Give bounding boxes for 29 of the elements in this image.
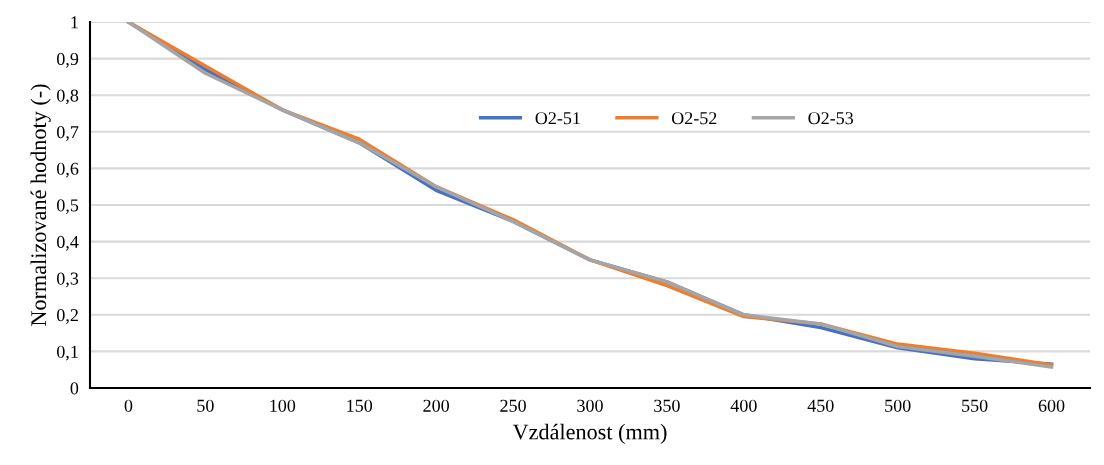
x-tick-label: 150 <box>347 399 373 412</box>
y-tick-label: 0,9 <box>57 52 79 68</box>
y-tick-label: 0,1 <box>57 345 78 361</box>
y-tick-label: 0,3 <box>57 272 79 288</box>
x-tick-label: 350 <box>654 399 680 412</box>
x-tick-label: 50 <box>197 399 214 412</box>
legend-label: O2-52 <box>671 112 717 125</box>
y-tick-label: 0,5 <box>57 199 79 215</box>
x-tick-label: 200 <box>423 399 450 412</box>
legend-label: O2-53 <box>808 112 854 125</box>
y-tick-label: 0,2 <box>57 309 78 324</box>
y-tick-label: 0,4 <box>57 235 79 251</box>
legend-label: O2-51 <box>535 112 580 125</box>
y-tick-label: 0,8 <box>57 89 79 105</box>
x-tick-label: 300 <box>577 399 603 412</box>
y-axis-title: Normalizované hodnoty (-) <box>30 84 51 326</box>
x-tick-label: 100 <box>270 399 296 412</box>
y-tick-label: 0 <box>70 382 79 395</box>
x-tick-label: 550 <box>962 399 988 412</box>
y-tick-label: 1 <box>71 16 78 29</box>
x-tick-label: 450 <box>807 399 834 412</box>
x-tick-label: 400 <box>730 399 757 412</box>
x-tick-label: 600 <box>1038 399 1065 412</box>
y-tick-label: 0,7 <box>57 126 79 141</box>
y-tick-label: 0,6 <box>57 162 79 178</box>
x-tick-label: 0 <box>124 399 133 412</box>
x-tick-label: 500 <box>885 399 911 412</box>
x-tick-label: 250 <box>500 399 526 412</box>
x-axis-title: Vzdálenost (mm) <box>512 423 667 444</box>
